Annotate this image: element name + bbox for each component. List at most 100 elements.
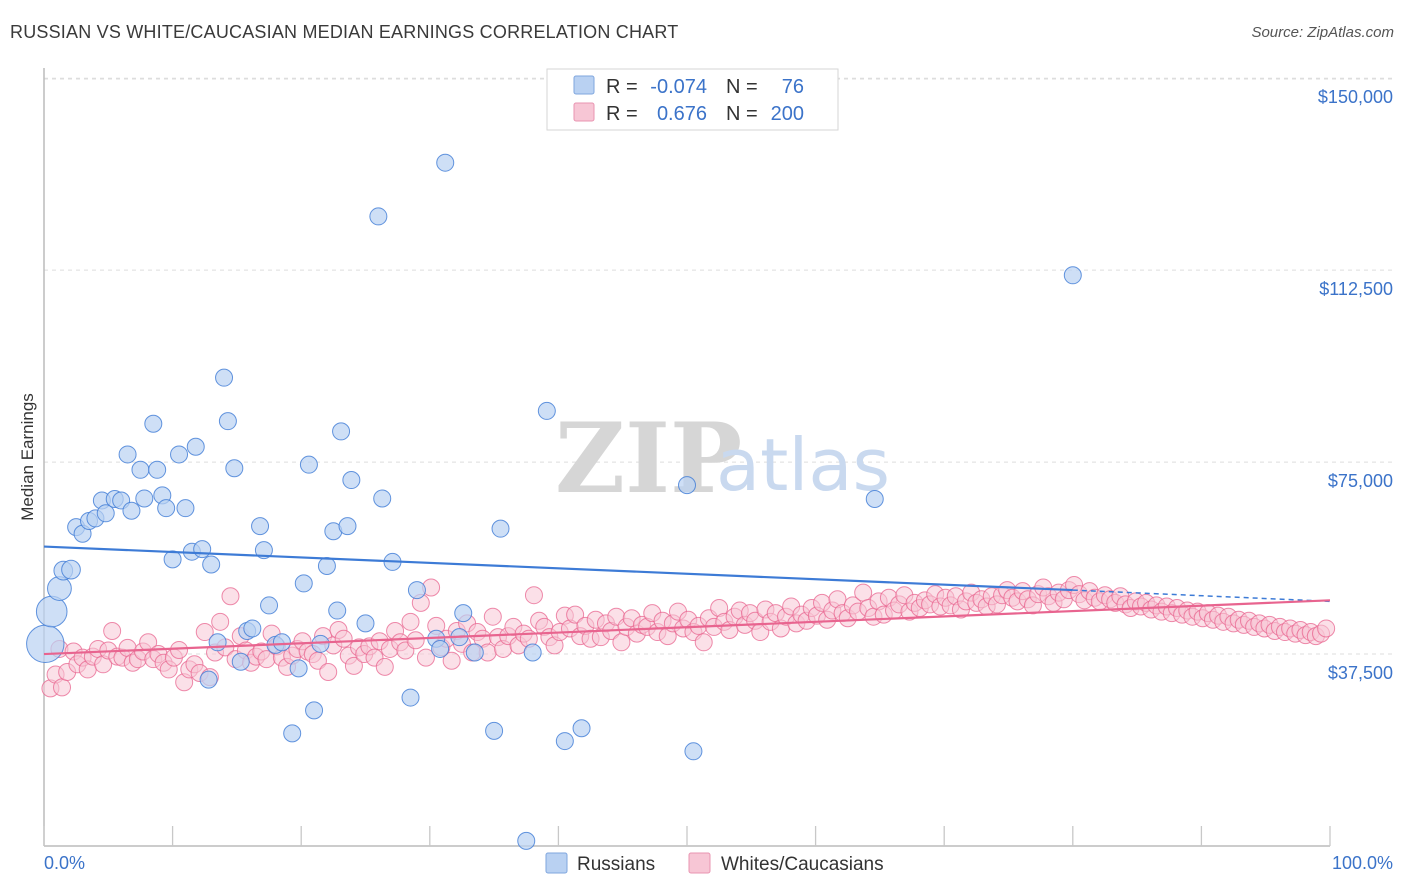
x-ticks xyxy=(43,826,1331,846)
russians-trend-line xyxy=(43,545,1073,592)
legend-swatch-whites xyxy=(573,102,595,122)
russians-point xyxy=(317,557,336,576)
whites-point xyxy=(854,583,873,602)
russians-point xyxy=(176,499,195,518)
russians-point xyxy=(96,504,115,523)
y-axis-title: Median Earnings xyxy=(18,393,37,521)
whites-point xyxy=(694,633,713,652)
russians-point xyxy=(485,721,504,740)
bottom-legend: Russians Whites/Caucasians xyxy=(545,852,884,875)
whites-point xyxy=(1317,619,1336,638)
whites-point xyxy=(170,640,189,659)
watermark-atlas: atlas xyxy=(716,423,890,507)
whites-point xyxy=(344,656,363,675)
russians-point xyxy=(218,412,237,431)
legend-n-value-russians: 76 xyxy=(782,76,804,98)
whites-point xyxy=(334,629,353,648)
russians-point xyxy=(328,601,347,620)
russians-point xyxy=(865,489,884,508)
russians-point xyxy=(305,701,324,720)
whites-point xyxy=(211,612,230,631)
y-tick-label: $150,000 xyxy=(1318,87,1393,107)
legend-r-label-1: R = xyxy=(606,76,638,98)
russians-point xyxy=(572,719,591,738)
y-tick-label: $112,500 xyxy=(1319,279,1393,299)
russians-point xyxy=(61,559,81,580)
russians-point xyxy=(289,659,308,678)
russians-point xyxy=(338,517,357,536)
russians-point xyxy=(135,489,154,508)
whites-point xyxy=(416,648,435,667)
russians-point xyxy=(163,550,182,569)
russians-point xyxy=(260,596,279,615)
y-tick-labels: $37,500 $75,000 $112,500 $150,000 xyxy=(1318,87,1393,683)
russians-point xyxy=(356,614,375,633)
trend-lines xyxy=(43,545,1331,656)
russians-point xyxy=(294,574,313,593)
russians-point xyxy=(35,595,68,628)
russians-point xyxy=(1063,266,1082,285)
russians-point xyxy=(208,633,227,652)
whites-point xyxy=(483,607,502,626)
russians-point xyxy=(517,831,536,850)
russians-point xyxy=(122,501,141,520)
russians-point xyxy=(369,207,388,226)
russians-point xyxy=(202,555,221,574)
russians-point xyxy=(199,670,218,689)
russians-point xyxy=(243,619,262,638)
whites-point xyxy=(442,651,461,670)
whites-point xyxy=(103,622,122,641)
russians-point xyxy=(251,517,270,536)
bottom-legend-swatch-russians xyxy=(545,852,568,874)
whites-point xyxy=(401,612,420,631)
whites-point xyxy=(375,657,394,676)
chart-source: Source: ZipAtlas.com xyxy=(1251,24,1394,41)
russians-point xyxy=(332,422,351,441)
russians-point xyxy=(157,499,176,518)
russians-point xyxy=(431,639,450,658)
whites-point xyxy=(612,633,631,652)
y-tick-label: $37,500 xyxy=(1328,663,1393,683)
legend-n-label-2: N = xyxy=(726,103,758,125)
russians-point xyxy=(491,519,510,538)
whites-point xyxy=(319,662,338,681)
legend-r-label-2: R = xyxy=(606,103,638,125)
russians-point xyxy=(454,604,473,623)
russians-trend-extension xyxy=(1072,589,1331,603)
russians-point xyxy=(225,459,244,478)
russians-point xyxy=(373,489,392,508)
russians-point xyxy=(272,633,291,652)
russians-point xyxy=(254,541,273,560)
legend-box: R = -0.074 N = 76 R = 0.676 N = 200 xyxy=(546,68,839,131)
whites-point xyxy=(221,587,240,606)
whites-point xyxy=(566,605,585,624)
whites-trend-line xyxy=(43,599,1331,656)
russians-point xyxy=(170,445,189,464)
whites-point xyxy=(195,623,214,642)
russians-point xyxy=(144,414,163,433)
russians-point xyxy=(26,624,65,664)
bottom-legend-russians: Russians xyxy=(577,854,655,875)
chart-title: RUSSIAN VS WHITE/CAUCASIAN MEDIAN EARNIN… xyxy=(10,22,679,42)
whites-point xyxy=(53,678,72,697)
legend-n-label-1: N = xyxy=(726,76,758,98)
bottom-legend-swatch-whites xyxy=(688,852,711,874)
watermark-zip: ZIP xyxy=(555,402,742,515)
russians-point xyxy=(299,455,318,474)
series-whites-points xyxy=(41,575,1336,698)
russians-point xyxy=(523,643,542,662)
russians-point xyxy=(342,471,361,490)
russians-point xyxy=(131,460,150,479)
legend-r-value-russians: -0.074 xyxy=(650,76,707,98)
russians-point xyxy=(465,643,484,662)
russians-point xyxy=(678,476,696,495)
russians-point xyxy=(193,540,212,559)
russians-point xyxy=(148,460,167,479)
russians-point xyxy=(186,437,205,456)
russians-point xyxy=(231,652,250,671)
series-russians-points xyxy=(26,153,1082,850)
russians-point xyxy=(407,581,426,600)
russians-point xyxy=(684,742,703,761)
x-tick-label-min: 0.0% xyxy=(44,853,85,873)
